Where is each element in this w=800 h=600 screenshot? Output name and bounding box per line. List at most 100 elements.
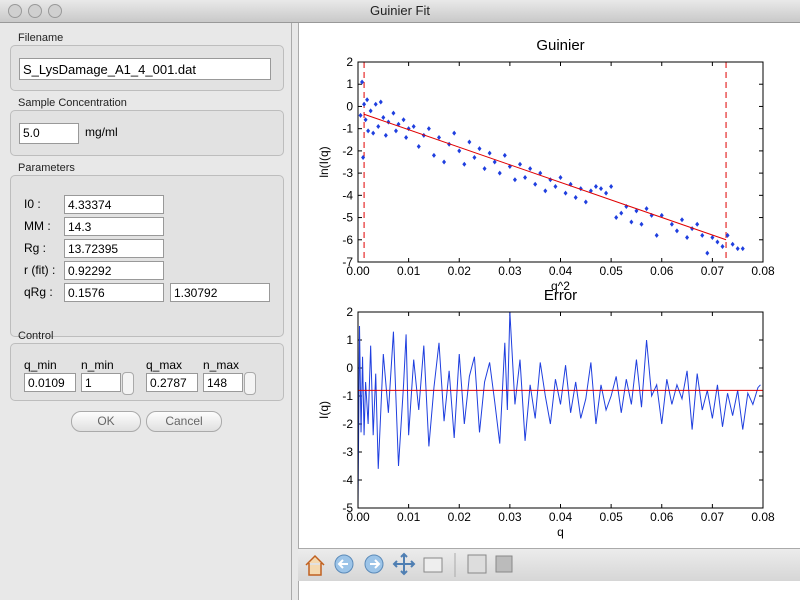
cancel-button[interactable]: Cancel	[146, 411, 222, 432]
chart-title: Guinier	[536, 37, 584, 54]
data-point	[619, 210, 624, 216]
forward-arrow	[370, 559, 381, 569]
data-point	[735, 246, 740, 252]
zoom-icon[interactable]	[423, 557, 443, 573]
data-point	[715, 239, 720, 245]
data-point	[363, 117, 368, 123]
x-tick-label: 0.03	[498, 264, 522, 278]
x-tick-label: 0.05	[599, 510, 623, 524]
control-input[interactable]: 0.0109	[24, 373, 76, 392]
data-point	[462, 161, 467, 167]
data-point	[538, 170, 543, 176]
y-tick-label: -5	[342, 211, 353, 225]
x-axis-label: q	[557, 525, 564, 539]
data-point	[371, 130, 376, 136]
data-point	[674, 228, 679, 234]
x-tick-label: 0.01	[397, 510, 421, 524]
data-point	[361, 155, 366, 161]
data-point	[477, 146, 482, 152]
param-input[interactable]: 1.30792	[170, 283, 270, 302]
concentration-input[interactable]: 5.0	[19, 123, 79, 144]
group-label: Parameters	[18, 162, 75, 174]
spinner[interactable]	[244, 372, 256, 395]
param-input[interactable]: 14.3	[64, 217, 164, 236]
param-input[interactable]: 13.72395	[64, 239, 164, 258]
data-point	[492, 159, 497, 165]
param-input[interactable]: 0.1576	[64, 283, 164, 302]
y-tick-label: 0	[346, 361, 353, 375]
data-point	[528, 166, 533, 172]
data-point	[523, 175, 528, 181]
data-point	[634, 208, 639, 214]
x-tick-label: 0.06	[650, 510, 674, 524]
control-input[interactable]: 0.2787	[146, 373, 198, 392]
data-point	[599, 186, 603, 192]
group-label: Filename	[18, 32, 64, 44]
y-tick-label: 2	[346, 55, 353, 69]
data-point	[362, 101, 367, 107]
data-point	[720, 243, 725, 249]
x-tick-label: 0.00	[346, 264, 370, 278]
zoom-button[interactable]	[48, 4, 62, 18]
home-icon[interactable]	[305, 554, 325, 576]
pan-icon[interactable]	[392, 552, 416, 576]
spinner[interactable]	[122, 372, 134, 395]
data-point	[710, 235, 715, 241]
x-tick-label: 0.06	[650, 264, 674, 278]
param-input[interactable]: 0.92292	[64, 261, 164, 280]
y-tick-label: -2	[342, 417, 353, 431]
y-tick-label: -4	[342, 473, 353, 487]
data-point	[391, 110, 396, 116]
data-point	[497, 170, 502, 176]
control-input[interactable]: 148	[203, 373, 243, 392]
close-button[interactable]	[8, 4, 22, 18]
data-point	[482, 166, 487, 172]
x-tick-label: 0.07	[701, 264, 725, 278]
data-point	[383, 132, 388, 138]
data-point	[378, 99, 383, 105]
x-tick-label: 0.05	[599, 264, 623, 278]
unit-label: mg/ml	[85, 125, 118, 139]
data-point	[644, 206, 649, 212]
y-tick-label: -4	[342, 188, 353, 202]
control-input[interactable]: 1	[81, 373, 121, 392]
x-tick-label: 0.04	[549, 264, 573, 278]
y-tick-label: 1	[346, 333, 353, 347]
group-label: Sample Concentration	[18, 97, 127, 109]
data-point	[467, 139, 472, 145]
data-point	[442, 159, 447, 165]
param-label: r (fit) :	[24, 263, 56, 277]
data-point	[512, 177, 517, 183]
param-input[interactable]: 4.33374	[64, 195, 164, 214]
data-point	[695, 221, 700, 227]
x-tick-label: 0.08	[751, 510, 775, 524]
group-label: Control	[18, 330, 54, 342]
filename-input[interactable]: S_LysDamage_A1_4_001.dat	[19, 58, 271, 80]
data-point	[393, 128, 398, 134]
data-point	[705, 250, 710, 256]
save-icon[interactable]	[495, 555, 513, 573]
param-label: qRg :	[24, 285, 53, 299]
data-point	[376, 123, 381, 129]
x-tick-label: 0.00	[346, 510, 370, 524]
data-point	[543, 188, 548, 194]
y-tick-label: -3	[342, 445, 353, 459]
data-point	[725, 232, 730, 238]
subplots-icon[interactable]	[467, 554, 487, 574]
x-tick-label: 0.03	[498, 510, 522, 524]
data-point	[740, 246, 745, 252]
x-tick-label: 0.07	[701, 510, 725, 524]
data-point	[614, 215, 619, 221]
minimize-button[interactable]	[28, 4, 42, 18]
data-point	[457, 148, 462, 154]
data-point	[730, 241, 735, 247]
back-arrow	[337, 559, 348, 569]
param-label: I0 :	[24, 197, 41, 211]
data-point	[518, 161, 522, 167]
ok-button[interactable]: OK	[71, 411, 141, 432]
y-tick-label: -6	[342, 233, 353, 247]
y-tick-label: 0	[346, 99, 353, 113]
param-label: MM :	[24, 219, 51, 233]
x-tick-label: 0.08	[751, 264, 775, 278]
